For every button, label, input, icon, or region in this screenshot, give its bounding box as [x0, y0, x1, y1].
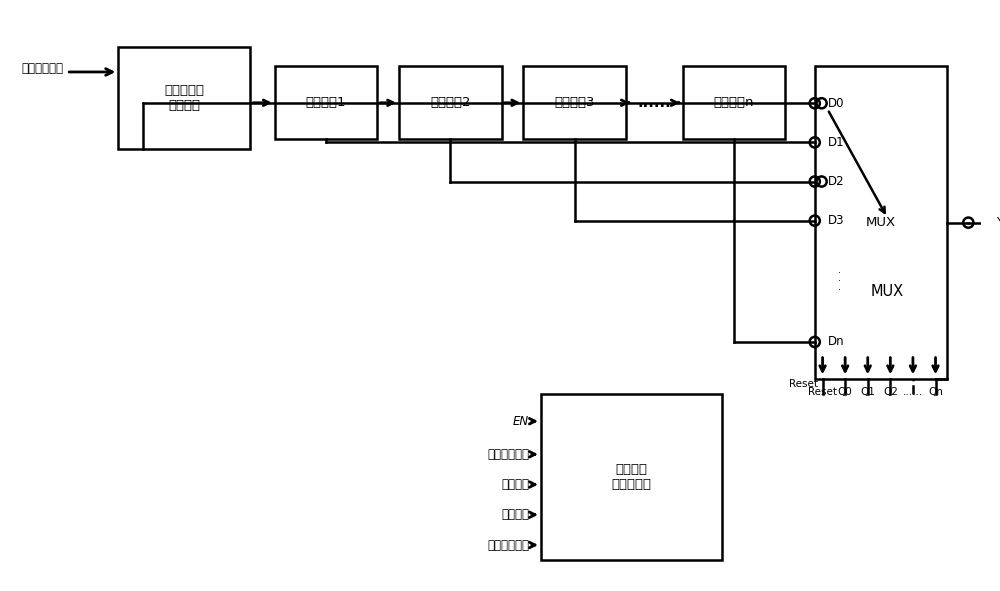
Text: 初始占空比
产生电路: 初始占空比 产生电路	[164, 84, 204, 112]
Bar	[683, 66, 785, 139]
Text: ......: ......	[903, 387, 923, 397]
Text: Y: Y	[996, 216, 1000, 229]
Text: Q1: Q1	[860, 387, 875, 397]
Text: Dn: Dn	[828, 336, 845, 349]
Text: 延迟单元3: 延迟单元3	[554, 96, 595, 109]
Text: Reset: Reset	[789, 379, 818, 389]
Text: ......: ......	[637, 95, 671, 111]
Text: 第一时钟信号: 第一时钟信号	[21, 61, 63, 74]
Text: MUX: MUX	[866, 216, 896, 229]
Text: Qn: Qn	[928, 387, 943, 397]
Bar	[815, 66, 947, 379]
Text: ·
·
·: · · ·	[838, 268, 841, 295]
Text: 延迟单元n: 延迟单元n	[714, 96, 754, 109]
Bar	[399, 66, 502, 139]
Text: 工作时长信号: 工作时长信号	[487, 538, 529, 551]
Text: Q0: Q0	[838, 387, 853, 397]
Text: D0: D0	[828, 97, 845, 110]
Text: 峰值保护: 峰值保护	[501, 478, 529, 491]
Text: D2: D2	[828, 175, 845, 188]
Text: 工作时序
及计数电路: 工作时序 及计数电路	[611, 463, 651, 491]
Text: 第一时钟信号: 第一时钟信号	[487, 448, 529, 461]
Bar	[118, 47, 250, 150]
Text: D3: D3	[828, 214, 845, 227]
Bar	[541, 394, 722, 560]
Text: 反灌保护: 反灌保护	[501, 508, 529, 521]
Bar	[275, 66, 377, 139]
Text: 延迟单元1: 延迟单元1	[306, 96, 346, 109]
Text: D1: D1	[828, 136, 845, 149]
Text: Reset: Reset	[808, 387, 837, 397]
Text: EN: EN	[513, 415, 529, 428]
Text: Q2: Q2	[883, 387, 898, 397]
Text: MUX: MUX	[871, 284, 904, 299]
Bar	[523, 66, 626, 139]
Text: 延迟单元2: 延迟单元2	[430, 96, 471, 109]
